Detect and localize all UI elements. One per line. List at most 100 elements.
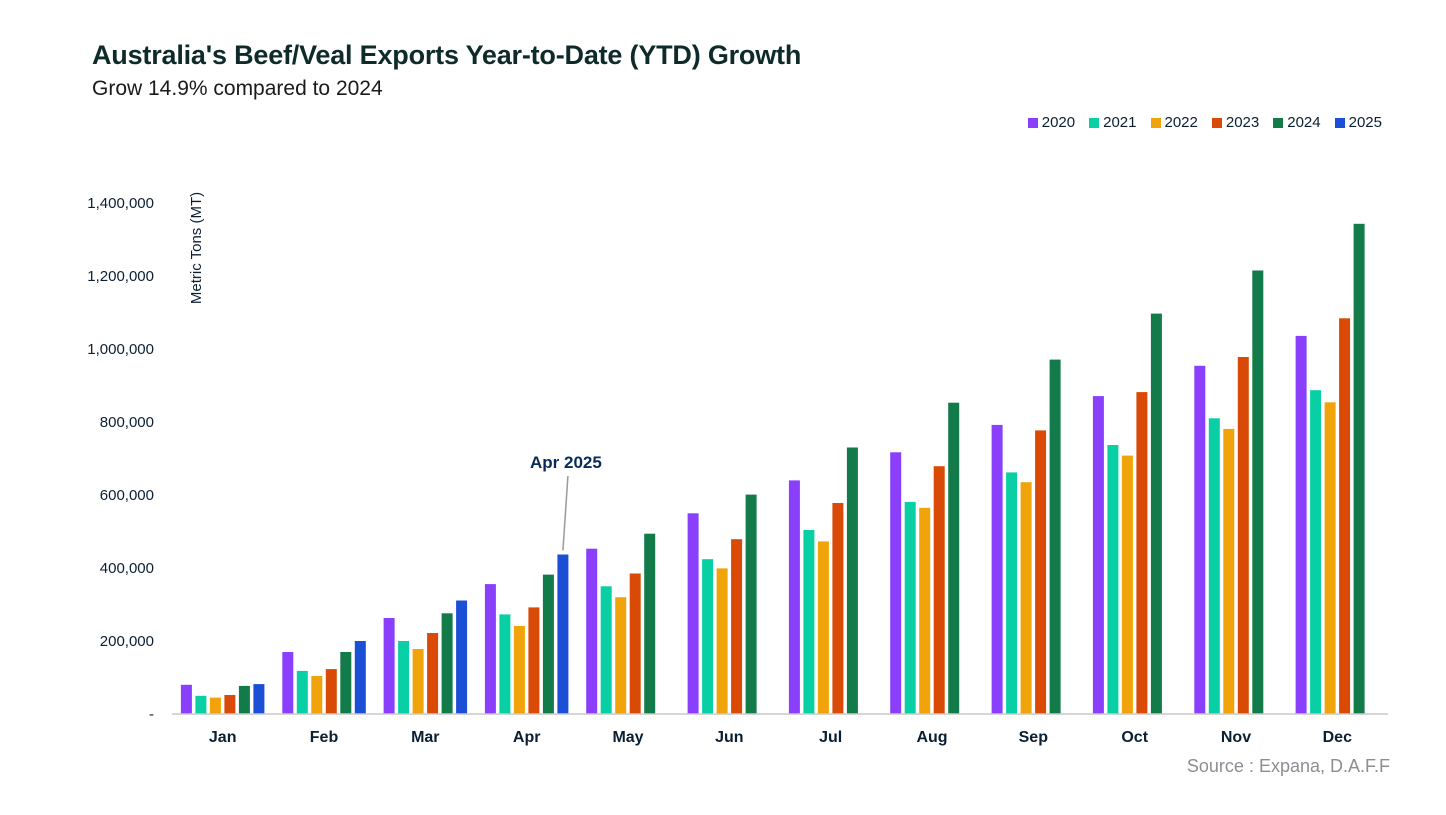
bar-2024-jul [846, 447, 858, 714]
y-axis-title: Metric Tons (MT) [188, 192, 205, 304]
bar-2021-nov [1208, 418, 1220, 714]
bar-2023-jan [224, 695, 236, 714]
bar-2020-feb [282, 652, 294, 714]
bar-2021-mar [398, 641, 410, 714]
bar-2024-jun [745, 494, 757, 714]
bar-2024-jan [238, 685, 250, 714]
bar-2021-jul [803, 530, 815, 714]
legend-item-2022: 2022 [1150, 114, 1198, 131]
x-tick-label: Jun [715, 729, 743, 746]
x-tick-label: Oct [1121, 729, 1148, 746]
bar-2021-apr [499, 614, 511, 714]
legend-item-2023: 2023 [1211, 114, 1260, 131]
bar-2021-oct [1107, 445, 1119, 714]
bar-2023-nov [1237, 357, 1249, 714]
y-tick-label: - [149, 706, 154, 723]
bar-2020-mar [383, 618, 395, 714]
legend-label: 2023 [1225, 114, 1260, 131]
bar-2024-sep [1049, 359, 1061, 714]
bar-2025-jan [253, 684, 265, 714]
bar-2020-may [586, 548, 598, 714]
annotation-leader-line [562, 475, 569, 551]
chart-subtitle: Grow 14.9% compared to 2024 [92, 77, 383, 100]
legend-label: 2024 [1287, 114, 1321, 131]
legend-label: 2021 [1103, 114, 1137, 131]
y-tick-label: 1,200,000 [87, 268, 154, 285]
bar-2022-mar [412, 649, 424, 714]
legend-swatch [1334, 117, 1345, 128]
x-tick-label: Sep [1019, 729, 1049, 746]
bar-2023-jul [832, 503, 844, 714]
bar-2023-sep [1035, 430, 1047, 714]
chart-legend: 2020 2021 2022 2023 2024 2025 [1027, 114, 1382, 131]
x-tick-label: Nov [1221, 729, 1251, 746]
bar-2023-oct [1136, 392, 1148, 714]
bar-2024-nov [1252, 270, 1264, 714]
legend-swatch [1150, 117, 1161, 128]
annotation-label: Apr 2025 [530, 453, 602, 472]
bar-2022-jun [716, 568, 728, 714]
bar-2022-oct [1121, 455, 1133, 714]
bar-2020-jul [788, 480, 800, 714]
legend-item-2021: 2021 [1089, 114, 1137, 131]
bar-2021-feb [296, 670, 308, 714]
y-tick-label: 600,000 [100, 487, 154, 504]
bar-2025-apr [557, 554, 569, 714]
bar-2024-aug [948, 402, 960, 714]
bar-2024-feb [340, 652, 352, 714]
legend-swatch [1211, 117, 1222, 128]
bar-2025-feb [354, 641, 366, 714]
y-tick-label: 400,000 [100, 560, 154, 577]
x-tick-label: Mar [411, 729, 439, 746]
legend-swatch [1273, 117, 1284, 128]
x-tick-label: May [612, 729, 643, 746]
legend-item-2020: 2020 [1027, 114, 1076, 131]
bar-2024-may [644, 533, 656, 714]
legend-item-2025: 2025 [1334, 114, 1382, 131]
bar-2022-dec [1324, 402, 1336, 714]
x-tick-label: Jul [819, 729, 842, 746]
y-tick-label: 1,400,000 [87, 195, 154, 212]
bar-2021-jan [195, 695, 207, 715]
bar-2020-dec [1295, 335, 1307, 714]
bar-2023-jun [731, 539, 743, 714]
legend-swatch [1027, 117, 1038, 128]
bar-2021-dec [1310, 390, 1322, 714]
bar-2022-jul [817, 541, 829, 714]
bar-2024-dec [1353, 223, 1365, 715]
bar-2020-sep [991, 424, 1003, 714]
bar-2023-aug [933, 466, 945, 714]
legend-label: 2020 [1041, 114, 1076, 131]
y-tick-label: 200,000 [100, 633, 154, 650]
bar-2022-may [615, 597, 627, 714]
x-tick-label: Dec [1323, 729, 1352, 746]
legend-swatch [1089, 117, 1100, 128]
legend-label: 2025 [1348, 114, 1382, 131]
source-note: Source : Expana, D.A.F.F [1186, 756, 1390, 776]
x-tick-label: Feb [310, 729, 339, 746]
chart-title: Australia's Beef/Veal Exports Year-to-Da… [92, 40, 802, 70]
bar-2020-jan [180, 684, 192, 714]
bar-2023-apr [528, 607, 540, 714]
bar-2023-mar [427, 633, 439, 714]
bar-2022-aug [919, 507, 931, 714]
bar-2022-apr [513, 626, 525, 714]
bar-2020-apr [484, 584, 496, 714]
bar-2021-may [600, 586, 612, 715]
bar-2023-feb [325, 669, 337, 714]
x-tick-label: Jan [209, 729, 237, 746]
bar-2024-apr [542, 574, 554, 714]
bar-2021-aug [904, 501, 916, 714]
bar-2023-may [629, 573, 641, 714]
bar-2024-mar [441, 613, 453, 714]
bar-2021-jun [702, 559, 714, 714]
bar-2023-dec [1339, 318, 1351, 714]
bar-2020-aug [890, 452, 902, 714]
y-tick-label: 1,000,000 [87, 341, 154, 358]
legend-label: 2022 [1164, 114, 1198, 131]
y-tick-label: 800,000 [100, 414, 154, 431]
bar-2022-nov [1223, 428, 1235, 714]
bar-2020-jun [687, 513, 699, 715]
bar-2022-sep [1020, 482, 1032, 714]
